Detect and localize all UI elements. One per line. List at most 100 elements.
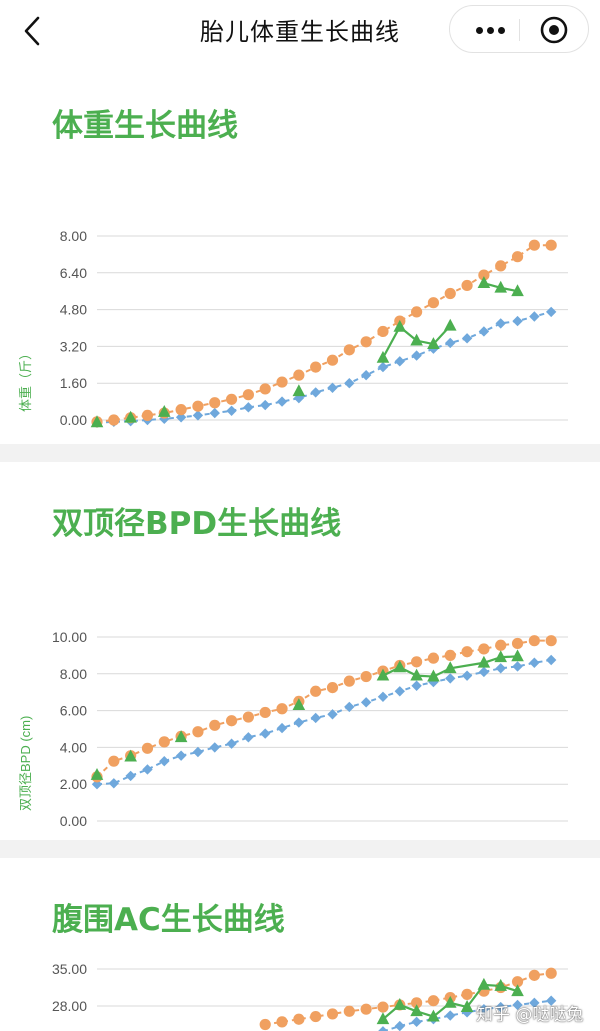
- data-point: [529, 657, 540, 668]
- data-point: [360, 336, 372, 348]
- data-point: [460, 1000, 474, 1012]
- data-point: [511, 637, 524, 650]
- data-point: [478, 643, 490, 655]
- y-tick-label: 10.00: [52, 629, 87, 645]
- data-point: [260, 399, 271, 411]
- section-title: 体重生长曲线: [52, 108, 238, 144]
- data-point: [511, 976, 524, 988]
- data-point: [142, 764, 153, 775]
- data-point: [326, 354, 339, 366]
- data-point: [495, 260, 507, 272]
- data-point: [410, 333, 423, 346]
- series-current: [90, 649, 524, 780]
- data-point: [225, 715, 238, 727]
- data-point: [360, 1003, 372, 1015]
- data-point: [443, 661, 457, 674]
- data-point: [478, 326, 490, 337]
- data-point: [242, 711, 254, 723]
- data-point: [259, 383, 271, 395]
- ac-section: 腹围AC生长曲线 28.00 35.00: [0, 858, 600, 1031]
- data-point: [90, 415, 104, 428]
- data-point: [512, 999, 523, 1011]
- y-tick-label: 28.00: [52, 998, 87, 1014]
- data-point: [477, 977, 491, 990]
- data-point: [377, 1001, 389, 1013]
- data-point: [461, 670, 473, 681]
- axis-labels: 0.001.603.204.806.408.001315171921232527…: [18, 228, 87, 428]
- close-miniprogram-button[interactable]: [539, 15, 569, 45]
- data-point: [243, 732, 254, 743]
- y-tick-label: 35.00: [52, 961, 87, 977]
- data-point: [411, 350, 422, 361]
- data-point: [495, 639, 507, 651]
- data-point: [377, 325, 389, 338]
- axis-labels: 0.002.004.006.008.0010.00131517192123252…: [18, 629, 87, 829]
- watermark: 知乎 @哒哒兔: [476, 1005, 584, 1025]
- data-point: [90, 768, 104, 780]
- data-point: [225, 393, 238, 405]
- data-point: [209, 719, 221, 731]
- data-point: [192, 410, 204, 421]
- data-point: [108, 414, 120, 426]
- data-point: [259, 706, 271, 719]
- y-tick-label: 8.00: [60, 228, 87, 244]
- data-point: [461, 333, 473, 344]
- data-point: [528, 635, 540, 647]
- data-point: [326, 1008, 339, 1020]
- series-max: [91, 239, 557, 428]
- data-point: [494, 650, 508, 663]
- data-point: [411, 306, 423, 318]
- series-min: [91, 654, 557, 790]
- data-point: [310, 1010, 322, 1023]
- data-point: [393, 997, 407, 1010]
- data-point: [343, 675, 355, 687]
- data-point: [226, 405, 237, 416]
- data-point: [243, 402, 254, 413]
- data-point: [310, 685, 322, 697]
- data-point: [545, 654, 557, 666]
- section-divider: [0, 444, 600, 462]
- data-point: [174, 730, 188, 743]
- data-point: [427, 652, 440, 664]
- back-button[interactable]: [18, 14, 48, 48]
- bpd-chart: 0.002.004.006.008.0010.00131517192123252…: [18, 629, 568, 829]
- data-point: [411, 997, 423, 1009]
- y-tick-label: 8.00: [60, 666, 87, 682]
- ac-chart: 28.00 35.00: [52, 961, 568, 1031]
- y-axis-title: 体重（斤）: [18, 347, 33, 412]
- data-point: [461, 279, 473, 292]
- capsule-divider: [519, 19, 520, 41]
- data-point: [327, 382, 338, 393]
- target-icon: [540, 16, 568, 44]
- data-point: [175, 404, 187, 416]
- data-point: [293, 1013, 305, 1025]
- data-point: [411, 656, 423, 668]
- y-tick-label: 4.00: [60, 739, 87, 755]
- data-point: [511, 649, 524, 662]
- data-point: [477, 655, 491, 668]
- data-point: [376, 1012, 390, 1025]
- more-dots-icon: [476, 27, 483, 34]
- data-point: [512, 315, 523, 327]
- series-line: [96, 310, 552, 424]
- y-tick-label: 0.00: [60, 412, 87, 428]
- data-point: [310, 712, 321, 724]
- data-point: [461, 646, 473, 658]
- data-point: [343, 1005, 355, 1017]
- data-point: [478, 269, 490, 281]
- data-point: [276, 722, 288, 734]
- data-point: [175, 412, 187, 423]
- data-point: [511, 984, 524, 997]
- more-button[interactable]: [470, 14, 510, 44]
- data-point: [192, 400, 204, 412]
- data-point: [427, 1009, 440, 1022]
- weight-chart: 0.001.603.204.806.408.001315171921232527…: [18, 228, 568, 428]
- data-point: [293, 717, 305, 728]
- data-point: [276, 1016, 288, 1028]
- data-point: [511, 251, 524, 263]
- data-point: [495, 318, 506, 329]
- data-point: [292, 384, 306, 397]
- more-dot: [498, 27, 505, 34]
- y-tick-label: 2.00: [60, 776, 87, 792]
- data-point: [175, 750, 187, 761]
